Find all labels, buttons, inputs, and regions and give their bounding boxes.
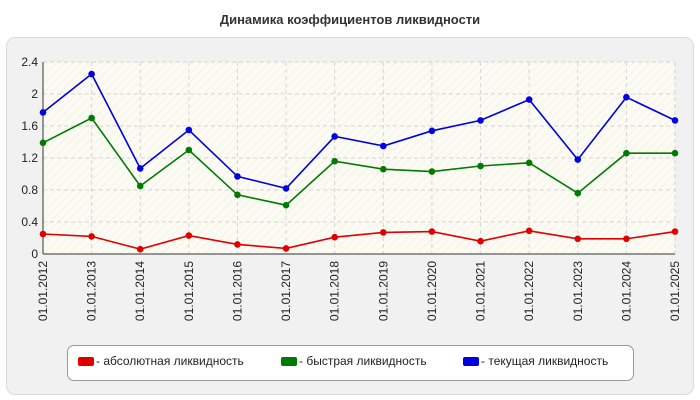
y-tick-label: 0.4	[21, 215, 38, 229]
legend-swatch-absolute	[78, 357, 94, 367]
x-tick-label: 01.01.2025	[668, 261, 682, 321]
data-point-series-1	[574, 235, 582, 243]
chart-title: Динамика коэффициентов ликвидности	[219, 12, 481, 27]
data-point-series-1	[380, 229, 387, 236]
x-tick-label: 01.01.2017	[279, 261, 293, 321]
data-point-series-2	[185, 146, 193, 154]
data-point-series-2	[574, 189, 582, 197]
y-tick-label: 2	[31, 87, 38, 101]
y-tick-label: 1.2	[21, 151, 38, 165]
data-point-series-2	[234, 191, 241, 199]
x-tick-label: 01.01.2021	[474, 261, 488, 321]
axes	[42, 62, 675, 255]
data-point-series-2	[380, 165, 387, 173]
data-point-series-1	[671, 228, 679, 235]
y-tick-label: 2.4	[21, 55, 38, 69]
data-point-series-3	[428, 127, 436, 135]
y-tick-label: 0.8	[21, 183, 38, 197]
y-tick-label: 0	[31, 247, 38, 261]
legend-swatch-current	[463, 357, 479, 367]
data-point-series-3	[623, 93, 630, 101]
x-tick-label: 01.01.2022	[522, 261, 536, 321]
data-point-series-3	[574, 156, 582, 163]
x-tick-label: 01.01.2012	[36, 261, 50, 321]
data-point-series-2	[428, 168, 436, 175]
x-tick-label: 01.01.2020	[425, 261, 439, 321]
data-point-series-3	[477, 117, 484, 124]
series-line-1	[42, 229, 676, 251]
data-point-series-3	[331, 133, 338, 140]
data-point-series-3	[185, 126, 193, 134]
x-tick-label: 01.01.2016	[230, 261, 244, 321]
x-tick-label: 01.01.2014	[133, 261, 147, 321]
x-tick-label: 01.01.2023	[571, 261, 585, 321]
legend-item-quick-liquidity: - быстрая ликвидность	[281, 354, 427, 368]
x-tick-labels: 01.01.2012 01.01.2013 01.01.2014 01.01.2015…	[36, 261, 682, 321]
data-point-series-1	[88, 233, 95, 240]
legend-label-absolute: - абсолютная ликвидность	[96, 354, 244, 368]
legend-swatch-quick	[281, 357, 297, 367]
data-point-series-1	[525, 227, 533, 235]
data-point-series-3	[136, 165, 144, 172]
legend-label-current: - текущая ликвидность	[481, 354, 609, 368]
legend-item-current-liquidity: - текущая ликвидность	[463, 354, 608, 368]
data-point-series-3	[525, 96, 533, 103]
data-point-series-3	[380, 142, 387, 150]
x-tick-label: 01.01.2018	[328, 261, 342, 321]
data-point-series-3	[282, 185, 290, 192]
series-lines	[39, 70, 679, 253]
gridlines	[42, 61, 676, 255]
y-tick-label: 1.6	[21, 119, 38, 133]
data-point-series-1	[136, 245, 144, 253]
x-tick-label: 01.01.2015	[182, 261, 196, 321]
data-point-series-2	[331, 157, 338, 165]
series-line-3	[42, 72, 676, 190]
data-point-series-3	[88, 70, 95, 78]
data-point-series-3	[39, 109, 47, 116]
data-point-series-2	[39, 139, 47, 147]
data-point-series-1	[331, 233, 338, 241]
data-point-series-1	[185, 232, 193, 239]
legend-item-absolute-liquidity: - абсолютная ликвидность	[78, 354, 244, 368]
data-point-series-1	[39, 230, 47, 238]
data-point-series-1	[234, 241, 241, 248]
data-point-series-2	[88, 114, 95, 122]
x-tick-label: 01.01.2024	[619, 261, 633, 321]
x-tick-label: 01.01.2019	[376, 261, 390, 321]
data-point-series-2	[477, 162, 484, 170]
x-tick-label: 01.01.2013	[85, 261, 99, 321]
legend-label-quick: - быстрая ликвидность	[299, 354, 427, 368]
data-point-series-2	[671, 149, 679, 157]
data-point-series-1	[428, 228, 436, 235]
data-point-series-2	[282, 201, 290, 209]
data-point-series-3	[234, 173, 241, 180]
data-point-series-2	[623, 149, 630, 157]
data-point-series-1	[477, 237, 484, 245]
data-point-series-1	[623, 235, 630, 243]
series-line-2	[42, 116, 675, 207]
data-point-series-2	[136, 182, 144, 190]
data-point-series-1	[282, 245, 290, 252]
data-point-series-3	[671, 117, 679, 124]
data-point-series-2	[525, 159, 533, 167]
legend: - абсолютная ликвидность - быстрая ликви…	[67, 345, 634, 381]
y-tick-labels: 0 0.4 0.8 1.2 1.6 2 2.4	[21, 55, 38, 261]
